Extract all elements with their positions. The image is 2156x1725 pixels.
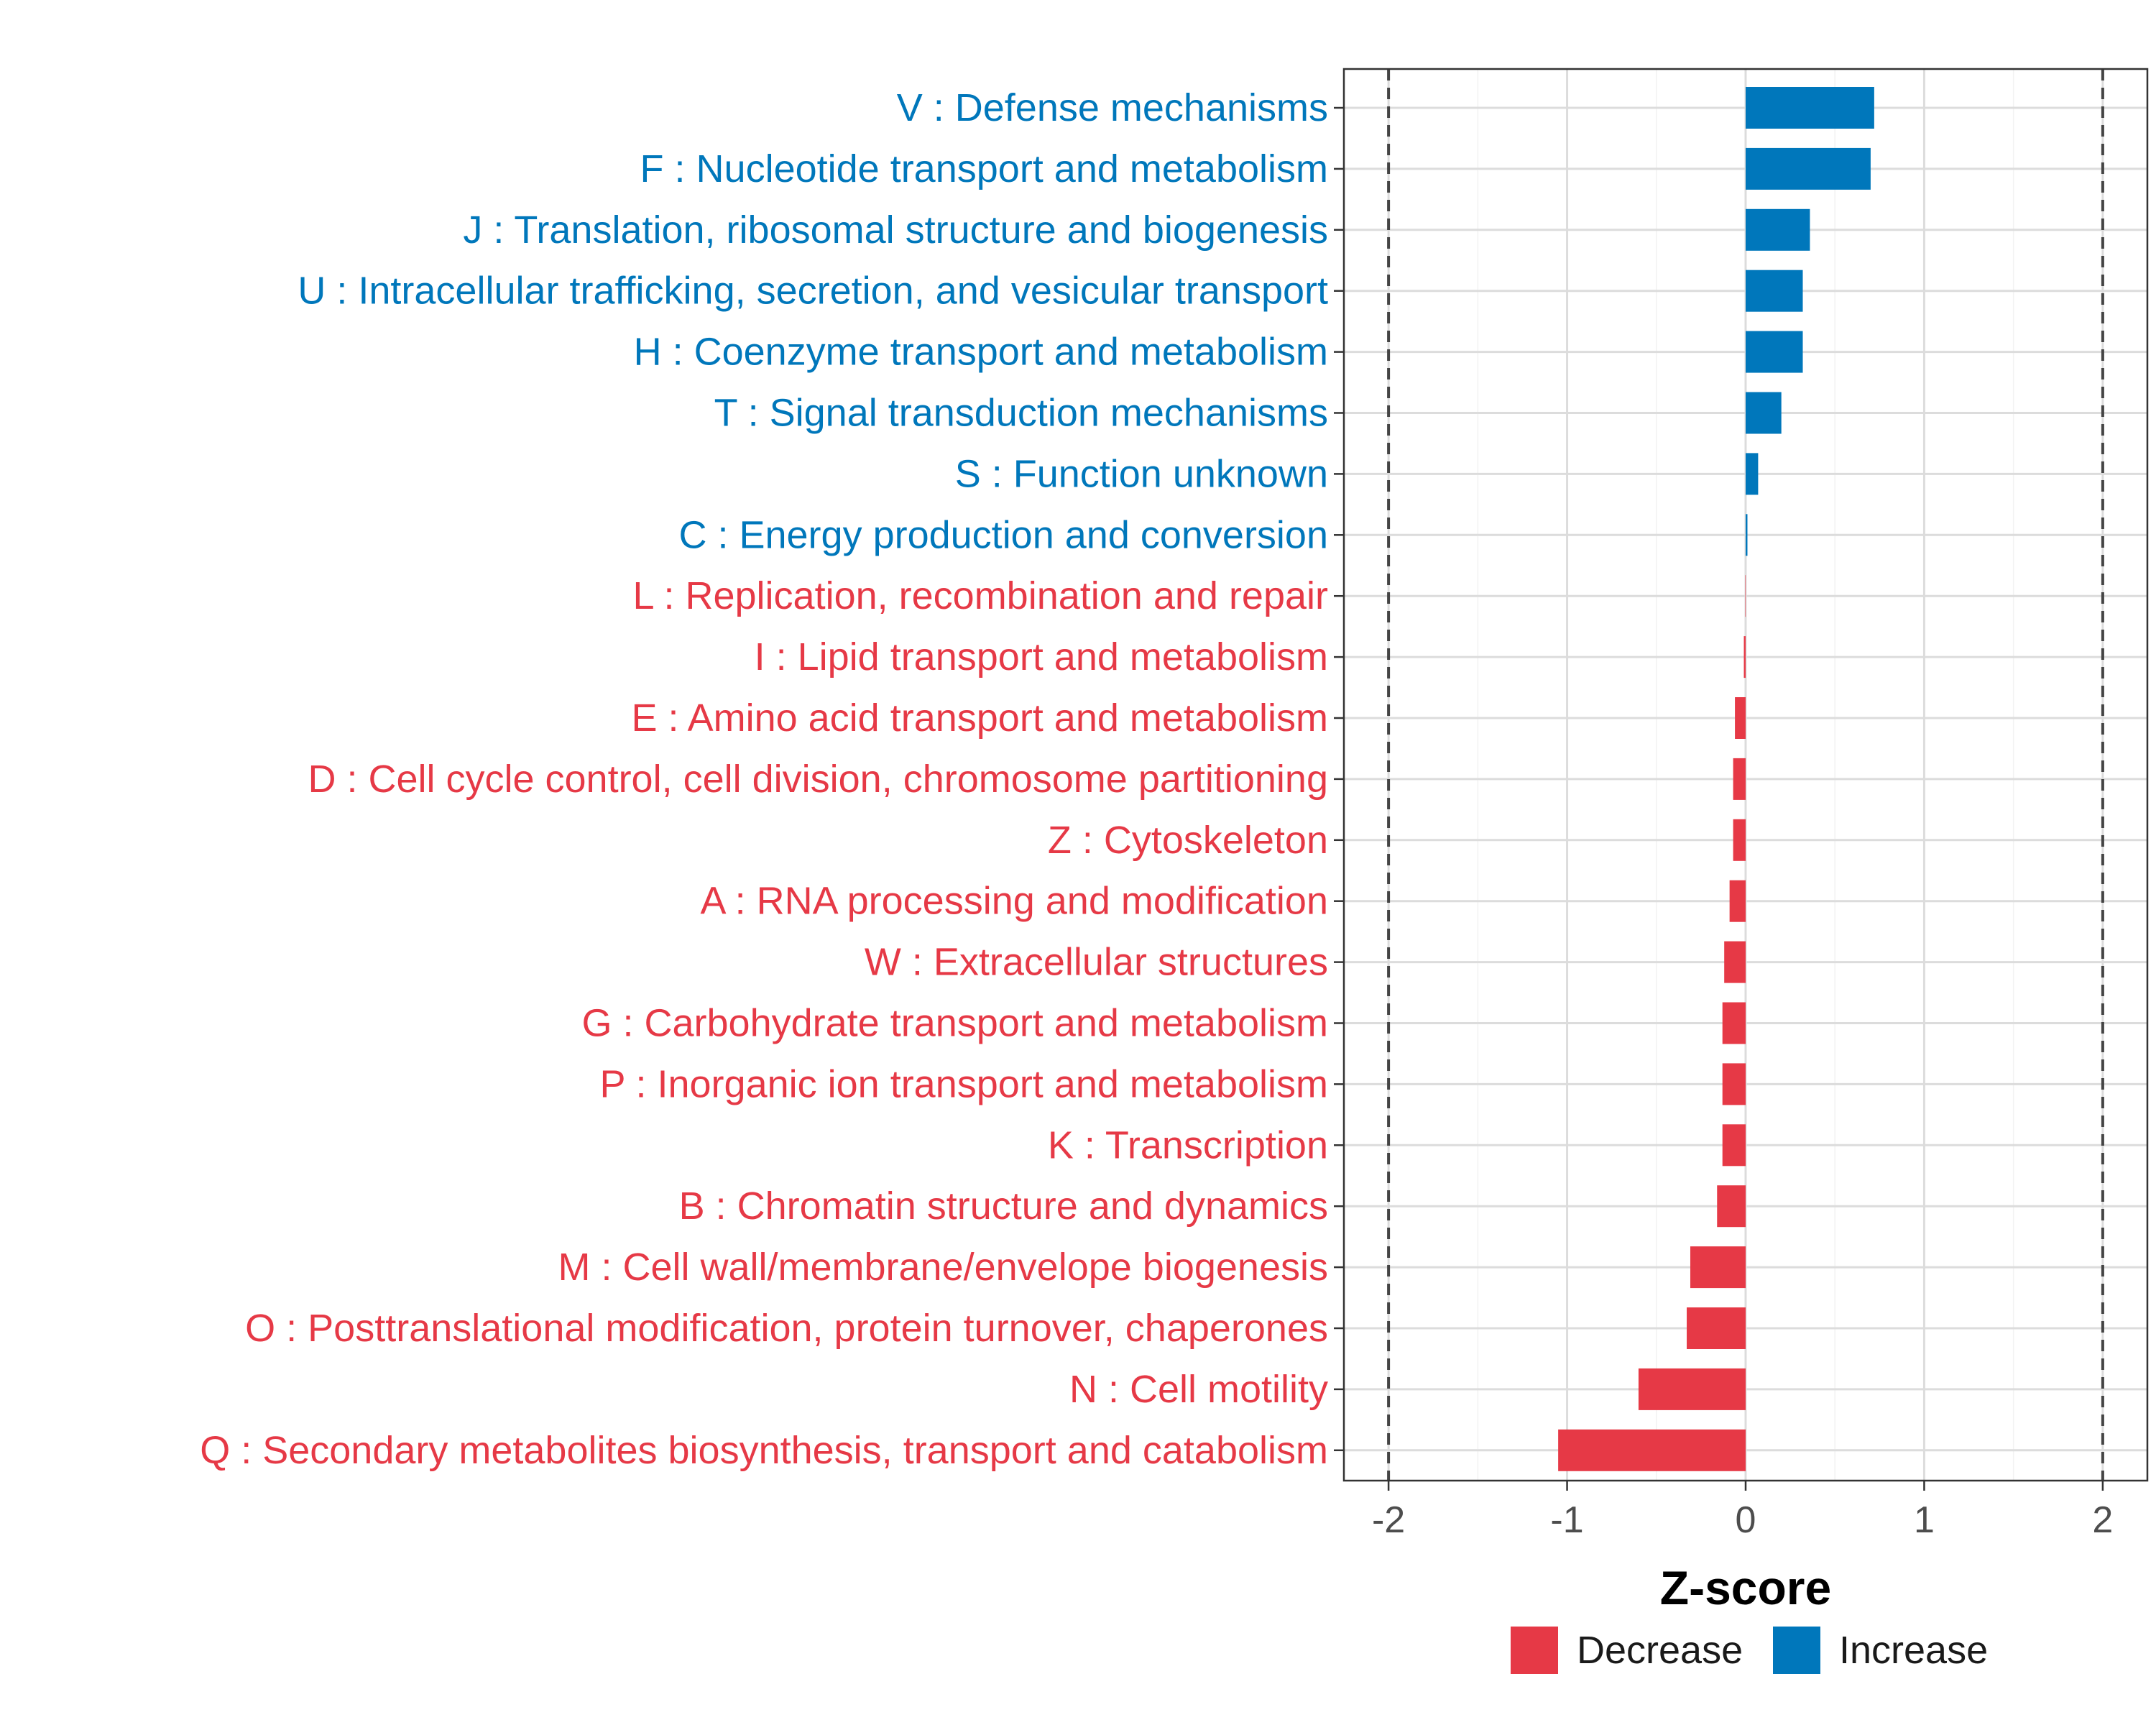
- bar: [1722, 1002, 1746, 1044]
- bar: [1746, 208, 1810, 251]
- threshold-lines: [1387, 69, 2104, 1481]
- bars: [1558, 87, 1874, 1471]
- category-labels: V : Defense mechanisms F : Nucleotide tra…: [200, 86, 1328, 1472]
- legend: Decrease Increase: [1511, 1627, 1988, 1674]
- bar: [1746, 147, 1871, 190]
- category-label: Q : Secondary metabolites biosynthesis, …: [200, 1429, 1328, 1472]
- category-label: P : Inorganic ion transport and metaboli…: [599, 1062, 1328, 1105]
- bar: [1733, 819, 1746, 861]
- legend-label: Increase: [1839, 1629, 1988, 1672]
- x-tick-label: -1: [1550, 1499, 1583, 1541]
- category-label: N : Cell motility: [1069, 1368, 1328, 1411]
- category-label: L : Replication, recombination and repai…: [632, 574, 1328, 617]
- legend-swatch-decrease: [1511, 1627, 1558, 1674]
- category-label: Z : Cytoskeleton: [1048, 819, 1328, 862]
- x-axis-title: Z-score: [1660, 1561, 1831, 1614]
- bar: [1558, 1429, 1746, 1471]
- category-label: W : Extracellular structures: [865, 941, 1328, 984]
- x-tick-label: -2: [1372, 1499, 1405, 1541]
- category-label: C : Energy production and conversion: [678, 513, 1328, 556]
- category-label: S : Function unknown: [955, 452, 1328, 495]
- legend-label: Decrease: [1577, 1629, 1743, 1672]
- legend-swatch-increase: [1773, 1627, 1820, 1674]
- bar: [1746, 514, 1748, 556]
- category-label: A : RNA processing and modification: [701, 880, 1328, 923]
- bar: [1724, 941, 1746, 983]
- category-label: U : Intracellular trafficking, secretion…: [298, 270, 1328, 313]
- category-label: O : Posttranslational modification, prot…: [245, 1307, 1328, 1350]
- bar: [1687, 1307, 1746, 1349]
- bar: [1746, 392, 1782, 434]
- category-label: D : Cell cycle control, cell division, c…: [308, 758, 1328, 801]
- category-label: T : Signal transduction mechanisms: [714, 392, 1328, 435]
- category-label: K : Transcription: [1048, 1123, 1328, 1167]
- bar: [1690, 1246, 1746, 1289]
- category-label: E : Amino acid transport and metabolism: [632, 696, 1328, 740]
- x-axis-ticks: -2 -1 0 1 2: [1372, 1481, 2113, 1541]
- bar: [1735, 697, 1746, 739]
- y-axis-ticks: [1334, 106, 1344, 1452]
- bar: [1722, 1063, 1746, 1105]
- bar: [1722, 1124, 1746, 1167]
- category-label: J : Translation, ribosomal structure and…: [463, 208, 1328, 252]
- bar: [1729, 880, 1746, 922]
- category-label: V : Defense mechanisms: [897, 86, 1328, 129]
- bar: [1743, 636, 1746, 678]
- bar: [1746, 331, 1803, 373]
- bar: [1638, 1368, 1746, 1410]
- bar: [1733, 758, 1746, 800]
- category-label: H : Coenzyme transport and metabolism: [634, 331, 1328, 374]
- category-label: M : Cell wall/membrane/envelope biogenes…: [558, 1246, 1328, 1289]
- bar: [1746, 270, 1803, 312]
- category-label: F : Nucleotide transport and metabolism: [640, 147, 1328, 190]
- bar: [1717, 1185, 1746, 1228]
- category-label: I : Lipid transport and metabolism: [755, 635, 1328, 678]
- x-tick-label: 1: [1914, 1499, 1935, 1541]
- category-label: G : Carbohydrate transport and metabolis…: [582, 1002, 1329, 1045]
- x-tick-label: 2: [2092, 1499, 2113, 1541]
- category-label: B : Chromatin structure and dynamics: [679, 1184, 1328, 1228]
- bar: [1746, 87, 1874, 129]
- bar: [1746, 453, 1759, 495]
- x-tick-label: 0: [1736, 1499, 1756, 1541]
